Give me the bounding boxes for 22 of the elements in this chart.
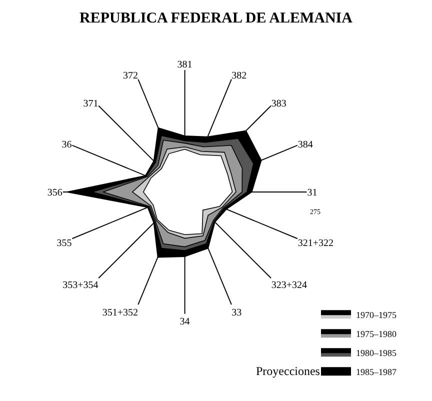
- spoke-label: 33: [232, 308, 242, 319]
- spoke-label: 34: [180, 316, 190, 328]
- spoke-label: 381: [177, 60, 192, 71]
- legend-label: 1980–1985: [356, 348, 397, 358]
- text: Proyecciones: [256, 364, 320, 378]
- legend-label: 1975–1980: [356, 329, 397, 340]
- spoke-label: 323+324: [271, 280, 307, 292]
- spoke-label: 31: [307, 187, 318, 198]
- spoke-label: 382: [232, 70, 247, 82]
- spoke-label: 384: [298, 140, 313, 151]
- spoke-label: 372: [122, 70, 138, 82]
- spoke-label: 353+354: [62, 280, 98, 292]
- spoke-label: 383: [271, 98, 286, 110]
- spoke-label: 321+322: [298, 238, 334, 249]
- spoke-label: 355: [56, 238, 72, 249]
- legend-label: 1985–1987: [356, 367, 397, 378]
- spoke-label: 371: [83, 98, 98, 110]
- chart-title: REPUBLICA FEDERAL DE ALEMANIA: [80, 10, 353, 27]
- spoke-label: 351+352: [102, 308, 138, 319]
- legend-label: 1970–1975: [356, 310, 397, 320]
- spoke-label: 356: [47, 187, 62, 198]
- spoke-label: 36: [62, 140, 72, 151]
